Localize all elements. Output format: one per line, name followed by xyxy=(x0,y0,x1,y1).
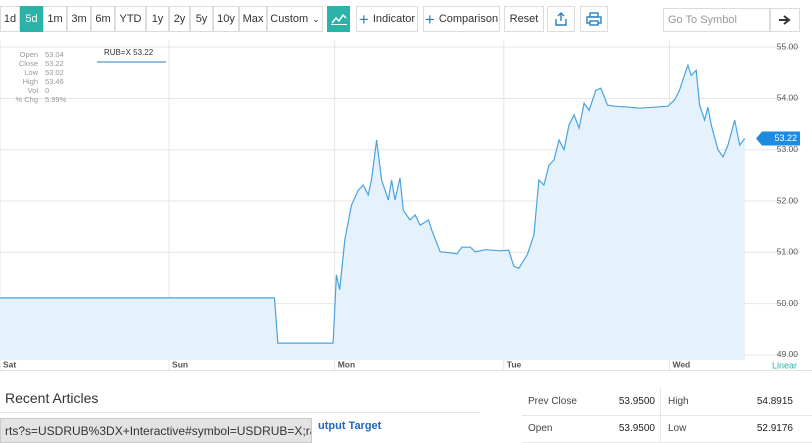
divider xyxy=(0,412,480,413)
y-tick-label: 49.00 xyxy=(777,349,799,359)
range-button[interactable]: 1m xyxy=(43,6,67,32)
plus-icon: + xyxy=(358,9,369,29)
y-tick-label: 52.00 xyxy=(777,195,799,205)
quote-label: Close xyxy=(19,59,38,68)
article-link[interactable]: utput Target xyxy=(318,420,382,432)
y-tick-label: 50.00 xyxy=(777,298,799,308)
stats-label: Open xyxy=(528,423,553,434)
print-icon xyxy=(586,12,602,26)
x-tick-label: Sun xyxy=(172,359,188,369)
stats-col-border xyxy=(660,415,661,442)
x-tick-label: Mon xyxy=(338,359,355,369)
chart-type-button[interactable] xyxy=(327,6,350,32)
plus-icon: + xyxy=(424,9,435,29)
hover-label: RUB=X 53.22 xyxy=(104,48,154,57)
quote-value: 5.99% xyxy=(45,95,67,104)
stats-value: 52.9176 xyxy=(756,423,793,434)
quote-label: Open xyxy=(20,50,38,59)
plot xyxy=(0,40,800,370)
quote-value: 53.46 xyxy=(45,77,64,86)
search-placeholder: Go To Symbol xyxy=(668,14,737,26)
quote-label: Low xyxy=(24,68,38,77)
print-button[interactable] xyxy=(580,6,608,32)
stats-col-border xyxy=(660,388,661,415)
price-tag-label: 53.22 xyxy=(774,133,797,143)
y-tick-label: 55.00 xyxy=(777,41,799,51)
stats-label: High xyxy=(668,396,689,407)
caret-icon: ⌄ xyxy=(312,13,320,24)
share-button[interactable] xyxy=(547,6,575,32)
x-tick-label: Tue xyxy=(507,359,522,369)
comparison-label: Comparison xyxy=(438,13,499,25)
quote-value: 53.22 xyxy=(45,59,64,68)
x-tick-label: Sat xyxy=(3,359,16,369)
range-button[interactable]: 2y xyxy=(169,6,190,32)
reset-button[interactable]: Reset xyxy=(504,6,544,32)
scale-label: Linear xyxy=(772,360,797,370)
go-button[interactable] xyxy=(770,8,800,32)
indicator-label: Indicator xyxy=(372,13,416,25)
y-tick-label: 51.00 xyxy=(777,247,799,257)
arrow-icon xyxy=(779,15,791,25)
range-button[interactable]: Max xyxy=(239,6,267,32)
price-line xyxy=(0,63,746,344)
range-button[interactable]: 1y xyxy=(146,6,169,32)
stats-value: 54.8915 xyxy=(756,396,793,407)
price-tag xyxy=(756,131,800,146)
reset-label: Reset xyxy=(509,13,539,25)
stats-label: Prev Close xyxy=(528,396,577,407)
stats-value: 53.9500 xyxy=(618,423,655,434)
area xyxy=(0,65,745,360)
range-button[interactable]: 1d xyxy=(0,6,20,32)
custom-button[interactable]: Custom ⌄ xyxy=(267,6,323,32)
symbol-search[interactable]: Go To Symbol xyxy=(663,8,770,32)
y-tick-label: 54.00 xyxy=(777,93,799,103)
divider xyxy=(0,370,812,371)
stats-value: 53.9500 xyxy=(618,396,655,407)
range-button[interactable]: 5d xyxy=(20,6,43,32)
range-button[interactable]: 5y xyxy=(190,6,213,32)
status-url: rts?s=USDRUB%3DX+Interactive#symbol=USDR… xyxy=(5,424,312,438)
quote-value: 53.02 xyxy=(45,68,64,77)
stats-label: Low xyxy=(668,423,687,434)
range-button[interactable]: 6m xyxy=(91,6,115,32)
quote-value: 53.04 xyxy=(45,50,64,59)
share-icon xyxy=(555,12,567,26)
x-tick-label: Wed xyxy=(672,359,690,369)
y-tick-label: 53.00 xyxy=(777,144,799,154)
comparison-button[interactable]: + Comparison xyxy=(423,6,500,32)
range-button[interactable]: YTD xyxy=(115,6,146,32)
quote-label: % Chg xyxy=(15,95,38,104)
status-bar: rts?s=USDRUB%3DX+Interactive#symbol=USDR… xyxy=(0,418,312,443)
custom-label: Custom xyxy=(270,13,309,25)
stats-row-border xyxy=(522,415,812,416)
quote-label: High xyxy=(23,77,38,86)
chart-icon xyxy=(330,13,347,25)
range-button[interactable]: 10y xyxy=(213,6,239,32)
stats-table: Prev Close 53.9500 High 54.8915 Open 53.9500 L… xyxy=(522,388,812,443)
quote-label: Vol xyxy=(28,86,39,95)
range-button[interactable]: 3m xyxy=(67,6,91,32)
indicator-button[interactable]: + Indicator xyxy=(356,6,418,32)
articles-title: Recent Articles xyxy=(5,390,99,406)
quote-value: 0 xyxy=(45,86,49,95)
